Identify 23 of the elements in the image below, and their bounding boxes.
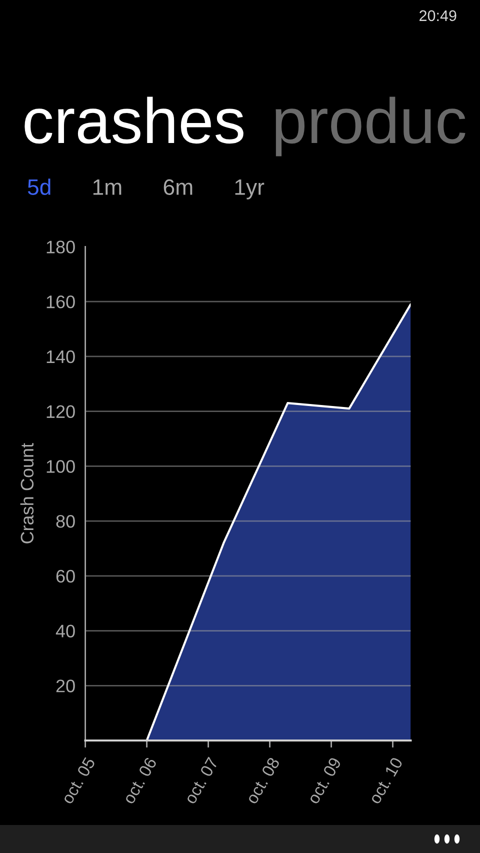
chart-title: crashes xyxy=(24,96,244,144)
y-tick-label: 20 xyxy=(56,680,75,692)
y-tick-label: 140 xyxy=(46,350,75,364)
x-tick-label: oct. 08 xyxy=(245,756,280,805)
x-tick-label: oct. 05 xyxy=(61,756,96,805)
y-tick-label: 160 xyxy=(46,296,75,308)
x-tick-label: oct. 06 xyxy=(122,756,158,805)
text: 1yr xyxy=(235,179,264,200)
y-tick-label: 100 xyxy=(46,460,75,473)
y-tick-label: 120 xyxy=(46,405,75,418)
text: 5d xyxy=(28,178,50,195)
x-tick-label: oct. 09 xyxy=(306,756,342,805)
y-axis-title: Crash Count xyxy=(20,443,34,544)
text: 20:49 xyxy=(420,10,456,22)
text: 1m xyxy=(93,179,122,195)
x-tick-label: oct. 10 xyxy=(368,756,404,805)
y-tick-label: 60 xyxy=(56,570,75,583)
y-tick-label: 180 xyxy=(46,240,75,254)
text: 6m xyxy=(164,179,192,195)
y-tick-label: 40 xyxy=(56,624,75,638)
y-tick-label: 80 xyxy=(56,514,75,528)
x-tick-label: oct. 07 xyxy=(184,756,218,805)
text: produc xyxy=(276,96,466,156)
